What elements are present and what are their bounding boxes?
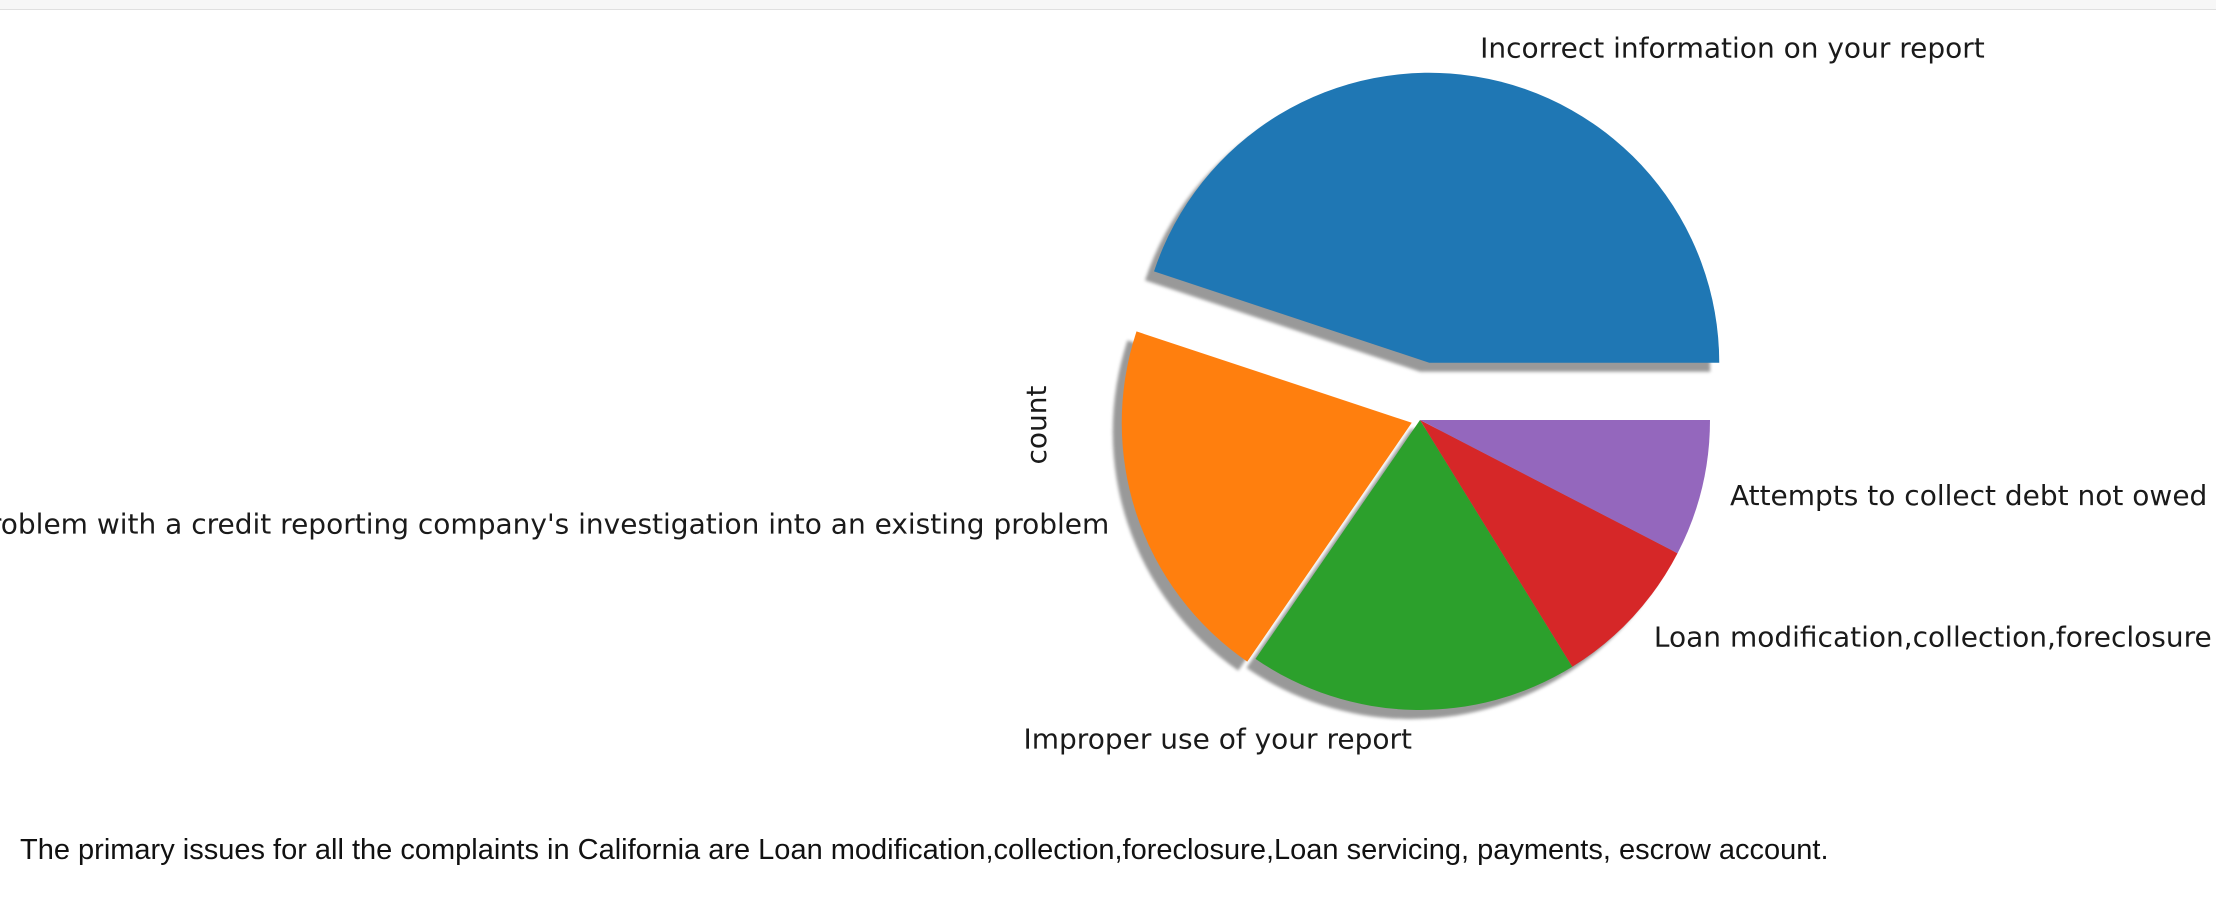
y-axis-label: count <box>1020 385 1053 464</box>
pie-label-attempts-to-collect-debt-not-owed: Attempts to collect debt not owed <box>1730 479 2207 512</box>
pie-slice-improper-use-of-your-report <box>1255 420 1573 710</box>
pie-label-layer: Incorrect information on your report Prob… <box>0 31 2212 755</box>
analysis-caption: The primary issues for all the complaint… <box>20 834 1829 866</box>
pie-slice-layer <box>1121 72 1720 710</box>
cell-output-top-border <box>0 0 2216 10</box>
pie-label-incorrect-information-on-your-report: Incorrect information on your report <box>1480 31 1985 64</box>
pie-slice-problem-with-a-credit-reporting-company-s-investigation-into-an-existing-problem <box>1121 331 1412 662</box>
pie-label-problem-with-a-credit-reporting-company-s-investigation-into-an-existing-problem: Problem with a credit reporting company'… <box>0 508 1109 541</box>
pie-slice-loan-modification-collection-foreclosure <box>1420 420 1678 667</box>
pie-slice-incorrect-information-on-your-report <box>1154 72 1720 363</box>
pie-slice-attempts-to-collect-debt-not-owed <box>1420 420 1710 554</box>
pie-label-improper-use-of-your-report: Improper use of your report <box>1023 722 1411 755</box>
pie-label-loan-modification-collection-foreclosure: Loan modification,collection,foreclosure <box>1654 620 2212 653</box>
pie-chart: Incorrect information on your report Prob… <box>0 31 2212 755</box>
